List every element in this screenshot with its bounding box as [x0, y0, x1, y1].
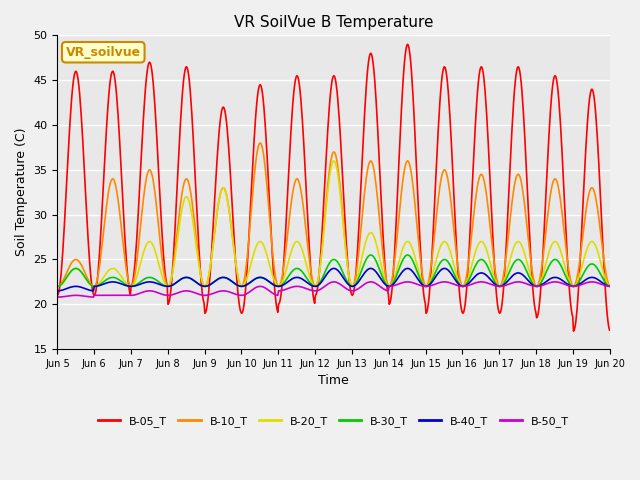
Title: VR SoilVue B Temperature: VR SoilVue B Temperature: [234, 15, 433, 30]
B-20_T: [177, 216, 184, 222]
B-10_T: [205, 269, 213, 275]
Line: B-10_T: B-10_T: [58, 143, 609, 287]
B-40_T: [63, 286, 71, 291]
B-40_T: [605, 284, 613, 289]
B-20_T: [401, 240, 409, 246]
B-05_T: [417, 264, 425, 269]
X-axis label: Time: Time: [318, 374, 349, 387]
B-10_T: [605, 283, 613, 289]
B-50_T: [605, 284, 613, 289]
B-50_T: [205, 292, 213, 298]
B-40_T: [120, 282, 128, 288]
B-05_T: [63, 166, 71, 171]
B-40_T: [401, 266, 409, 272]
B-05_T: [570, 328, 577, 334]
B-10_T: [177, 203, 184, 208]
B-20_T: [417, 277, 425, 283]
B-10_T: [256, 140, 264, 146]
Legend: B-05_T, B-10_T, B-20_T, B-30_T, B-40_T, B-50_T: B-05_T, B-10_T, B-20_T, B-30_T, B-40_T, …: [94, 411, 573, 431]
B-05_T: [54, 292, 61, 298]
B-20_T: [120, 278, 128, 284]
Line: B-20_T: B-20_T: [58, 161, 609, 287]
B-40_T: [177, 277, 184, 283]
B-50_T: [120, 292, 128, 298]
B-50_T: [54, 294, 61, 300]
B-30_T: [54, 284, 61, 289]
B-50_T: [417, 283, 425, 288]
Text: VR_soilvue: VR_soilvue: [66, 46, 141, 59]
Line: B-30_T: B-30_T: [58, 255, 609, 287]
B-50_T: [401, 279, 409, 285]
B-10_T: [54, 284, 61, 289]
B-05_T: [404, 41, 412, 47]
B-05_T: [120, 223, 128, 229]
B-05_T: [401, 59, 408, 65]
B-50_T: [63, 293, 71, 299]
B-40_T: [205, 282, 213, 288]
B-20_T: [605, 283, 613, 289]
Y-axis label: Soil Temperature (C): Soil Temperature (C): [15, 128, 28, 256]
B-40_T: [330, 265, 338, 271]
B-40_T: [417, 281, 425, 287]
B-30_T: [63, 273, 71, 279]
B-10_T: [63, 268, 71, 274]
B-30_T: [417, 279, 425, 285]
B-10_T: [120, 250, 128, 256]
B-10_T: [401, 163, 409, 168]
B-50_T: [330, 279, 338, 285]
Line: B-40_T: B-40_T: [58, 268, 609, 291]
B-20_T: [54, 284, 61, 289]
B-20_T: [330, 158, 338, 164]
B-30_T: [205, 282, 213, 288]
B-30_T: [367, 252, 374, 258]
Line: B-50_T: B-50_T: [58, 282, 609, 297]
B-10_T: [417, 265, 425, 271]
B-30_T: [605, 283, 613, 289]
B-30_T: [177, 277, 184, 283]
B-30_T: [120, 281, 128, 287]
B-20_T: [205, 269, 213, 275]
B-50_T: [177, 289, 184, 295]
B-30_T: [401, 253, 409, 259]
B-05_T: [605, 327, 613, 333]
B-20_T: [63, 273, 71, 279]
B-05_T: [205, 280, 213, 286]
B-05_T: [177, 123, 184, 129]
Line: B-05_T: B-05_T: [58, 44, 609, 331]
B-40_T: [54, 288, 61, 294]
